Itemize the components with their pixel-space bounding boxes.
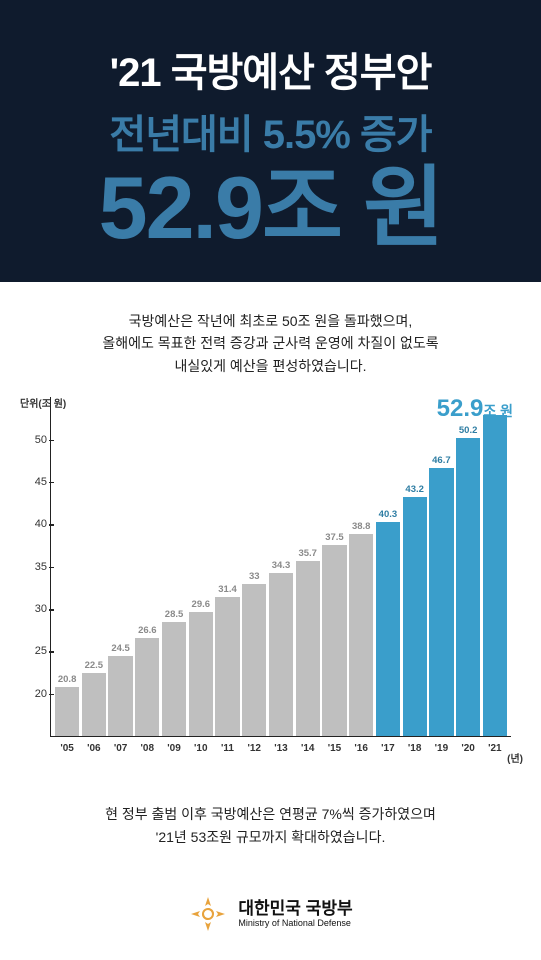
bar-value-label: 34.3: [272, 560, 291, 571]
bar-value-label: 20.8: [58, 674, 77, 685]
bar-rect: [322, 545, 346, 736]
bar-value-label: 24.5: [111, 643, 130, 654]
bar-column: 20.8'05: [55, 397, 79, 736]
bars-container: 20.8'0522.5'0624.5'0726.6'0828.5'0929.6'…: [51, 397, 511, 736]
description-line-2: 올해에도 목표한 전력 증강과 군사력 운영에 차질이 없도록: [30, 332, 511, 354]
bar-x-label: '14: [301, 743, 315, 754]
y-tick: 45: [19, 476, 47, 488]
bar-x-label: '18: [408, 743, 422, 754]
bar-value-label: 46.7: [432, 455, 451, 466]
bar-rect: [108, 656, 132, 737]
footer-text: 대한민국 국방부 Ministry of National Defense: [238, 900, 352, 929]
bar-rect: [242, 584, 266, 737]
chart-plot-area: 20.8'0522.5'0624.5'0726.6'0828.5'0929.6'…: [50, 397, 511, 737]
bar-x-label: '12: [247, 743, 261, 754]
bar-column: 43.2'18: [403, 397, 427, 736]
footer-org-en: Ministry of National Defense: [238, 918, 352, 928]
bar-column: 46.7'19: [429, 397, 453, 736]
bar-x-label: '19: [435, 743, 449, 754]
x-axis-unit-label: (년): [507, 750, 523, 765]
footer-org-ko: 대한민국 국방부: [238, 900, 352, 919]
ministry-emblem-icon: [188, 894, 228, 934]
bar-x-label: '20: [461, 743, 475, 754]
bar-value-label: 26.6: [138, 625, 157, 636]
bar-column: 35.7'14: [296, 397, 320, 736]
bar-value-label: 31.4: [218, 584, 237, 595]
bar-value-label: 28.5: [165, 609, 184, 620]
description-line-1: 국방예산은 작년에 최초로 50조 원을 돌파했으며,: [30, 310, 511, 332]
bar-column: 50.2'20: [456, 397, 480, 736]
bar-x-label: '07: [114, 743, 128, 754]
description-line-3: 내실있게 예산을 편성하였습니다.: [30, 355, 511, 377]
bar-rect: [376, 522, 400, 736]
bar-x-label: '15: [328, 743, 342, 754]
bar-rect: [403, 497, 427, 736]
bar-column: 31.4'11: [215, 397, 239, 736]
bar-rect: [162, 622, 186, 736]
bar-column: 34.3'13: [269, 397, 293, 736]
bar-chart: 단위(조 원) 52.9조 원 20.8'0522.5'0624.5'0726.…: [0, 387, 541, 777]
footnote-block: 현 정부 출범 이후 국방예산은 연평균 7%씩 증가하였으며 '21년 53조…: [0, 777, 541, 848]
bar-rect: [349, 534, 373, 736]
bar-x-label: '21: [488, 743, 502, 754]
bar-rect: [456, 438, 480, 736]
bar-value-label: 50.2: [459, 425, 478, 436]
bar-column: 24.5'07: [108, 397, 132, 736]
bar-rect: [483, 415, 507, 736]
footnote-line-2: '21년 53조원 규모까지 확대하였습니다.: [30, 826, 511, 848]
y-tick: 35: [19, 561, 47, 573]
hero-line-1: '21 국방예산 정부안: [30, 40, 511, 98]
y-tick: 20: [19, 688, 47, 700]
footer: 대한민국 국방부 Ministry of National Defense: [0, 894, 541, 934]
hero-line-3: 52.9조 원: [30, 164, 511, 252]
bar-value-label: 40.3: [379, 509, 398, 520]
y-tick: 25: [19, 645, 47, 657]
hero-section: '21 국방예산 정부안 전년대비 5.5% 증가 52.9조 원: [0, 0, 541, 282]
bar-rect: [135, 638, 159, 736]
bar-x-label: '17: [381, 743, 395, 754]
bar-rect: [189, 612, 213, 736]
bar-rect: [269, 573, 293, 737]
bar-column: 26.6'08: [135, 397, 159, 736]
bar-value-label: 29.6: [192, 599, 211, 610]
bar-value-label: 35.7: [298, 548, 317, 559]
bar-x-label: '09: [167, 743, 181, 754]
bar-x-label: '06: [87, 743, 101, 754]
bar-column: 37.5'15: [322, 397, 346, 736]
bar-value-label: 22.5: [85, 660, 104, 671]
bar-rect: [55, 687, 79, 736]
bar-column: 33'12: [242, 397, 266, 736]
y-tick: 40: [19, 518, 47, 530]
y-tick: 30: [19, 603, 47, 615]
bar-x-label: '13: [274, 743, 288, 754]
bar-column: 22.5'06: [82, 397, 106, 736]
bar-column: 29.6'10: [189, 397, 213, 736]
description-block: 국방예산은 작년에 최초로 50조 원을 돌파했으며, 올해에도 목표한 전력 …: [0, 282, 541, 387]
bar-value-label: 43.2: [405, 484, 424, 495]
bar-rect: [82, 673, 106, 737]
bar-x-label: '10: [194, 743, 208, 754]
bar-x-label: '08: [141, 743, 155, 754]
bar-column: '21: [483, 397, 507, 736]
bar-x-label: '16: [354, 743, 368, 754]
bar-rect: [429, 468, 453, 737]
hero-line-2: 전년대비 5.5% 증가: [30, 102, 511, 160]
bar-column: 40.3'17: [376, 397, 400, 736]
bar-value-label: 38.8: [352, 521, 371, 532]
bar-x-label: '11: [221, 743, 234, 754]
bar-value-label: 33: [249, 571, 260, 582]
bar-x-label: '05: [60, 743, 74, 754]
bar-column: 28.5'09: [162, 397, 186, 736]
footnote-line-1: 현 정부 출범 이후 국방예산은 연평균 7%씩 증가하였으며: [30, 803, 511, 825]
bar-rect: [215, 597, 239, 736]
bar-rect: [296, 561, 320, 736]
y-tick: 50: [19, 434, 47, 446]
bar-value-label: 37.5: [325, 532, 344, 543]
bar-column: 38.8'16: [349, 397, 373, 736]
